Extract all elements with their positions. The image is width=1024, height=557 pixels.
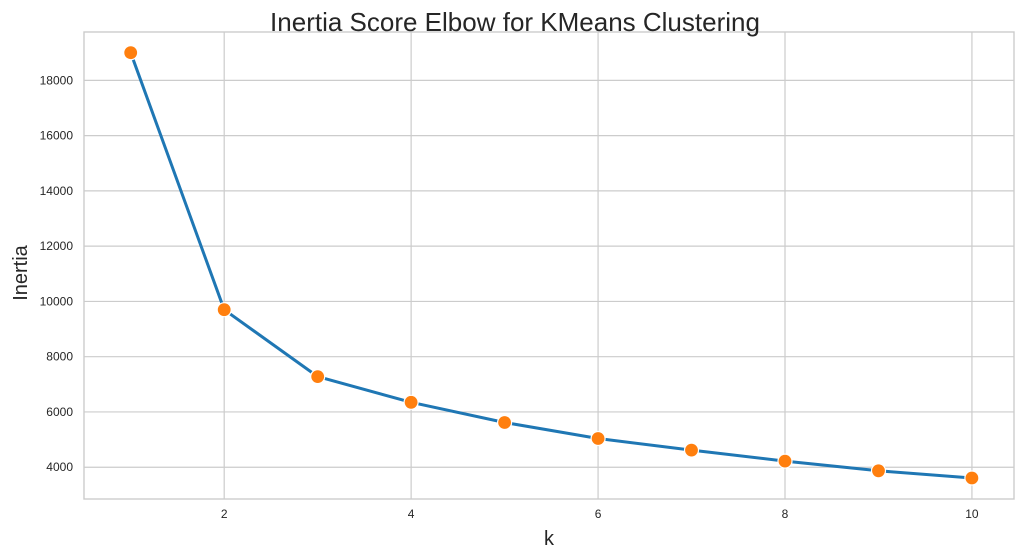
data-point bbox=[870, 463, 887, 479]
y-tick-label: 4000 bbox=[46, 460, 73, 474]
y-tick-label: 6000 bbox=[46, 405, 73, 419]
plot-frame bbox=[83, 31, 1015, 500]
y-tick-label: 12000 bbox=[40, 239, 74, 253]
data-point bbox=[123, 45, 139, 61]
grid bbox=[84, 32, 1014, 499]
data-point bbox=[777, 453, 793, 469]
y-tick-label: 18000 bbox=[40, 73, 74, 87]
data-point bbox=[216, 302, 232, 318]
x-tick-label: 8 bbox=[782, 507, 789, 521]
y-tick-label: 14000 bbox=[40, 184, 74, 198]
chart-title: Inertia Score Elbow for KMeans Clusterin… bbox=[270, 7, 760, 37]
data-point bbox=[590, 430, 606, 447]
y-tick-label: 16000 bbox=[40, 129, 74, 143]
y-tick-label: 8000 bbox=[46, 350, 73, 364]
data-point bbox=[683, 442, 700, 458]
tick-labels: 2 4 6 8 10 4000 6000 8000 10000 12000 14000 16000 18… bbox=[40, 73, 979, 521]
data-point bbox=[497, 414, 513, 431]
x-axis-label: k bbox=[544, 528, 555, 550]
series bbox=[123, 45, 980, 486]
y-axis-label: Inertia bbox=[10, 244, 32, 300]
x-tick-label: 10 bbox=[965, 507, 979, 521]
x-tick-label: 6 bbox=[595, 507, 602, 521]
data-point bbox=[403, 394, 419, 410]
data-point bbox=[310, 369, 326, 385]
x-tick-label: 2 bbox=[221, 507, 228, 521]
y-tick-label: 10000 bbox=[40, 294, 74, 308]
x-tick-label: 4 bbox=[408, 507, 415, 521]
data-point bbox=[964, 470, 980, 486]
series-line bbox=[129, 51, 974, 480]
